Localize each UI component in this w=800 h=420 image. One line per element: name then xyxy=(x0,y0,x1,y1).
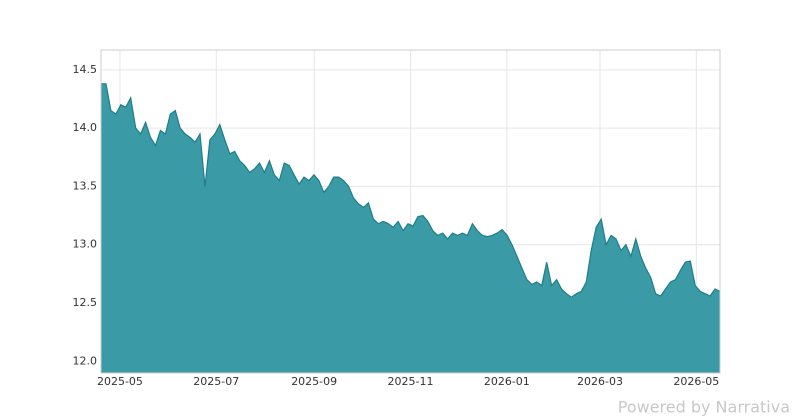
y-tick-label: 14.5 xyxy=(73,63,98,76)
x-tick-label: 2026-05 xyxy=(673,375,719,388)
y-tick-label: 12.5 xyxy=(73,296,98,309)
y-tick-label: 13.0 xyxy=(73,238,98,251)
x-tick-label: 2025-05 xyxy=(97,375,143,388)
area-line xyxy=(101,83,721,298)
area xyxy=(101,83,720,374)
y-tick-label: 13.5 xyxy=(73,179,98,192)
footer: Powered by Narrativa xyxy=(618,398,790,417)
y-tick-label: 14.0 xyxy=(73,121,98,134)
x-tick-label: 2026-03 xyxy=(577,375,623,388)
x-tick-label: 2026-01 xyxy=(484,375,530,388)
x-tick-label: 2025-11 xyxy=(388,375,434,388)
x-tick-label: 2025-09 xyxy=(291,375,337,388)
plot-frame xyxy=(100,49,721,374)
x-tick-label: 2025-07 xyxy=(193,375,239,388)
y-tick-label: 12.0 xyxy=(73,354,98,367)
